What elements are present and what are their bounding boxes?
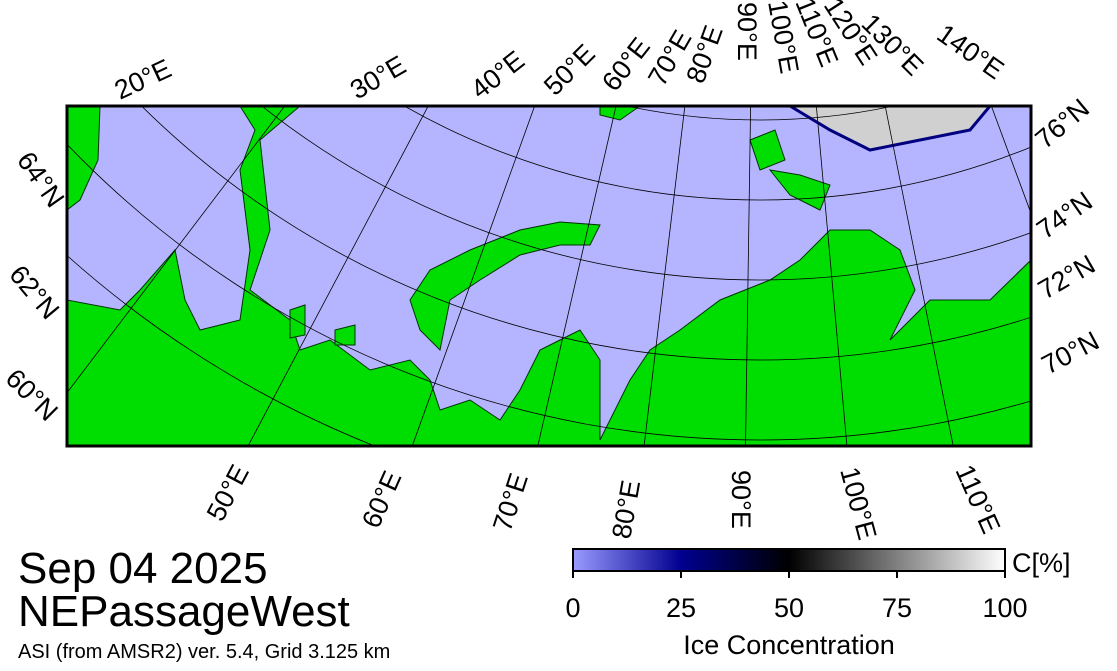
map-area	[67, 106, 1031, 446]
graticule-label: 140°E	[932, 18, 1010, 85]
colorbar-tick-label: 0	[565, 593, 580, 623]
graticule-label: 72°N	[1033, 249, 1100, 305]
colorbar-tick-label: 50	[774, 593, 804, 623]
graticule-label: 60°E	[596, 32, 656, 97]
source: ASI (from AMSR2) ver. 5.4, Grid 3.125 km	[18, 641, 390, 663]
graticule-label: 110°E	[950, 460, 1007, 538]
colorbar-tick-label: 25	[666, 593, 696, 623]
graticule-label: 76°N	[1030, 93, 1095, 155]
graticule-label: 100°E	[834, 464, 882, 543]
graticule-label: 50°E	[538, 38, 601, 101]
colorbar-unit: C[%]	[1012, 548, 1071, 578]
colorbar-tick-label: 100	[982, 593, 1027, 623]
map-frame	[65, 104, 1033, 448]
graticule-label: 70°E	[487, 470, 534, 535]
graticule-label: 80°E	[606, 478, 646, 541]
graticule-label: 62°N	[3, 260, 65, 325]
graticule-label: 64°N	[11, 146, 70, 213]
graticule-label: 90°E	[732, 2, 762, 61]
graticule-label: 74°N	[1031, 186, 1098, 245]
colorbar-title: Ice Concentration	[683, 630, 895, 660]
graticule-label: 80°E	[680, 21, 728, 87]
graticule-label: 60°N	[0, 363, 64, 427]
region: NEPassageWest	[18, 587, 350, 636]
graticule-label: 40°E	[465, 45, 530, 105]
land	[67, 106, 1031, 446]
graticule	[67, 106, 1031, 446]
graticule-label: 20°E	[110, 53, 176, 105]
graticule-label: 90°E	[726, 470, 756, 529]
graticule-label: 30°E	[345, 50, 411, 105]
graticule-label: 60°E	[356, 466, 407, 532]
graticule-label: 50°E	[201, 460, 255, 526]
graticule-label: 70°N	[1037, 325, 1104, 380]
colorbar	[572, 548, 1006, 572]
colorbar-tick-label: 75	[882, 593, 912, 623]
date: Sep 04 2025	[18, 544, 268, 593]
